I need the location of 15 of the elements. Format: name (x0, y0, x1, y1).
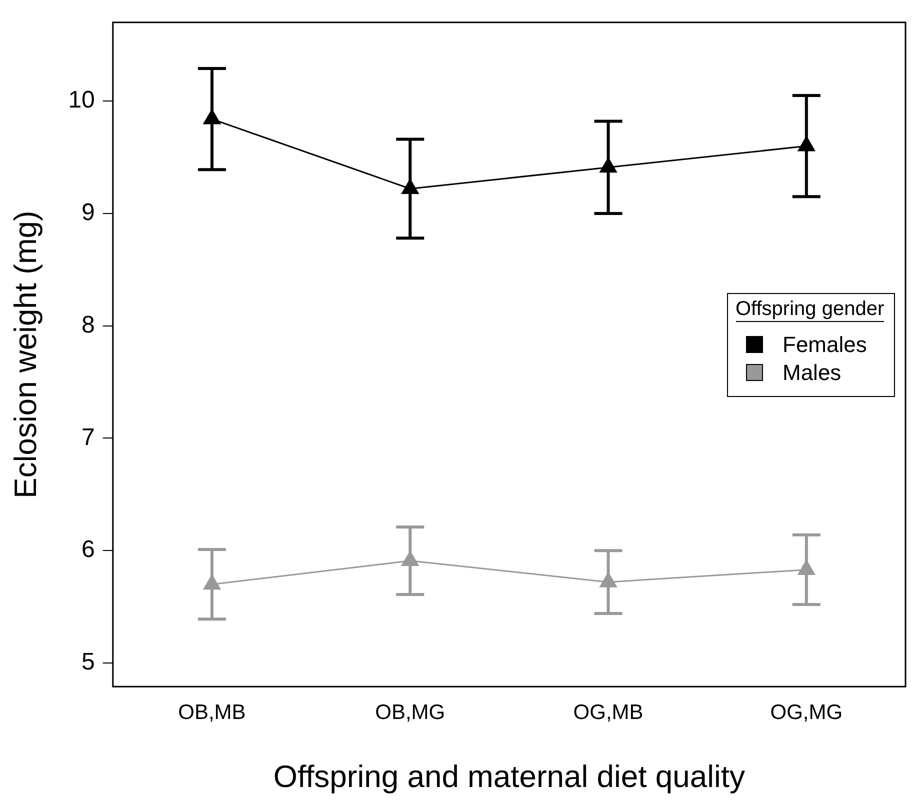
y-tick-label: 8 (82, 311, 95, 338)
x-axis-title: Offspring and maternal diet quality (273, 758, 746, 794)
legend-label: Males (782, 360, 842, 386)
y-tick-label: 9 (82, 199, 95, 226)
y-tick-label: 7 (82, 424, 95, 451)
y-axis-title: Eclosion weight (mg) (8, 210, 44, 498)
legend-label: Females (782, 332, 867, 358)
y-tick-label: 6 (82, 536, 95, 564)
x-tick-label: OG,MB (573, 700, 644, 724)
y-tick-label: 5 (82, 648, 95, 676)
x-tick-label: OG,MG (770, 700, 843, 724)
x-tick-label: OB,MB (178, 700, 246, 724)
x-tick-label: OB,MG (375, 700, 446, 724)
y-tick-label: 10 (68, 86, 95, 114)
legend-title: Offspring gender (736, 298, 884, 322)
